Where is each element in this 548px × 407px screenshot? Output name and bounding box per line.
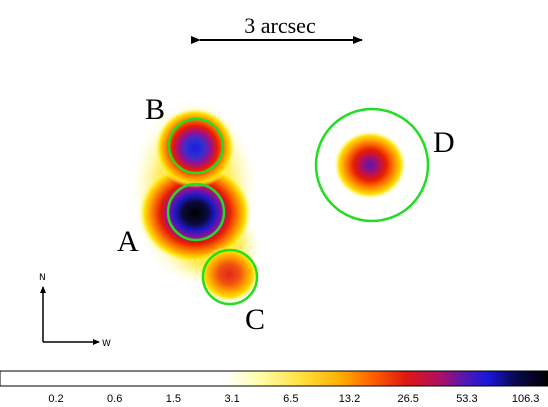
- source-c-circle: [201, 248, 259, 306]
- source-d-circle: [314, 107, 430, 223]
- colorbar-tick-label: 53.3: [456, 393, 477, 405]
- colorbar-strip: [0, 370, 548, 387]
- source-label-b: B: [145, 93, 165, 126]
- colorbar-tick-label: 0.6: [107, 393, 122, 405]
- source-label-c: C: [245, 303, 265, 336]
- colorbar-tick-label: 1.5: [166, 393, 181, 405]
- colorbar-tick-label: 0.2: [48, 393, 63, 405]
- colorbar-ticks: 0.2 0.6 1.5 3.1 6.5 13.2 26.5 53.3 106.3: [48, 393, 539, 405]
- source-labels: B A C D: [117, 93, 455, 336]
- source-a-emission: [139, 163, 251, 263]
- marker-circles: [166, 107, 430, 306]
- colorbar: 0.2 0.6 1.5 3.1 6.5 13.2 26.5 53.3 106.3: [0, 370, 548, 405]
- source-d-emission: [334, 131, 406, 199]
- compass: N W: [39, 273, 111, 349]
- source-b-circle: [167, 117, 225, 175]
- source-c-emission: [199, 246, 259, 302]
- colorbar-tick-label: 106.3: [512, 393, 540, 405]
- scale-bar: 3 arcsec: [191, 13, 363, 44]
- colorbar-tick-label: 3.1: [224, 393, 239, 405]
- colorbar-tick-label: 6.5: [283, 393, 298, 405]
- west-label: W: [102, 339, 111, 349]
- north-label: N: [39, 273, 46, 283]
- source-a-circle: [166, 182, 226, 242]
- source-label-d: D: [433, 126, 455, 159]
- scale-bar-label: 3 arcsec: [244, 13, 316, 38]
- colorbar-tick-label: 26.5: [397, 393, 418, 405]
- source-label-a: A: [117, 225, 139, 258]
- colorbar-tick-label: 13.2: [339, 393, 360, 405]
